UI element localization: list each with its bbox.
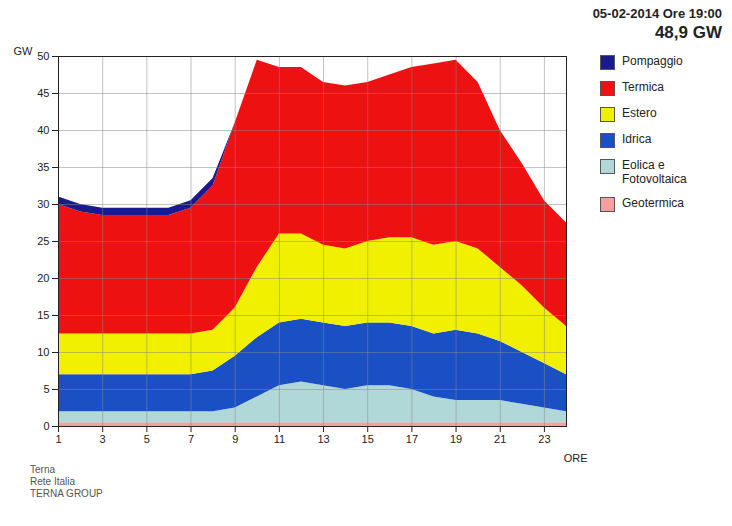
html-text:05-02-2014 Ore 19:00: 05-02-2014 Ore 19:00 [592, 6, 722, 21]
html-text:Estero: Estero [622, 105, 657, 120]
svg-text:15: 15 [37, 309, 49, 321]
svg-text:17: 17 [406, 433, 418, 445]
svg-text:7: 7 [188, 433, 194, 445]
svg-text:50: 50 [37, 50, 49, 62]
html-text:Pompaggio: Pompaggio [622, 53, 683, 68]
svg-text:3: 3 [100, 433, 106, 445]
svg-text:15: 15 [362, 433, 374, 445]
svg-text:19: 19 [450, 433, 462, 445]
svg-text:11: 11 [274, 433, 285, 445]
html-text:48,9 GW: 48,9 GW [654, 23, 722, 43]
svg-text:20: 20 [37, 272, 49, 284]
svg-text:5: 5 [144, 433, 150, 445]
svg-text:13: 13 [317, 433, 329, 445]
html-text:Terna Rete Italia TERNA GROUP: Terna Rete Italia TERNA GROUP [30, 463, 103, 499]
svg-text:45: 45 [37, 87, 49, 99]
svg-text:35: 35 [37, 161, 49, 173]
svg-text:40: 40 [37, 124, 49, 136]
svg-text:5: 5 [43, 383, 49, 395]
html-text:Eolica e Fotovoltaica: Eolica e Fotovoltaica [622, 157, 687, 186]
svg-text:10: 10 [37, 346, 49, 358]
svg-text:9: 9 [232, 433, 238, 445]
svg-text:ORE: ORE [564, 451, 588, 463]
svg-text:21: 21 [494, 433, 506, 445]
svg-text:23: 23 [538, 433, 550, 445]
html-text:Idrica: Idrica [622, 131, 652, 146]
svg-text:25: 25 [37, 235, 49, 247]
svg-text:0: 0 [43, 420, 49, 432]
svg-text:GW: GW [14, 45, 34, 57]
svg-text:30: 30 [37, 198, 49, 210]
html-text:Termica: Termica [622, 79, 664, 94]
html-text:Geotermica: Geotermica [622, 196, 684, 211]
svg-text:1: 1 [55, 433, 61, 445]
